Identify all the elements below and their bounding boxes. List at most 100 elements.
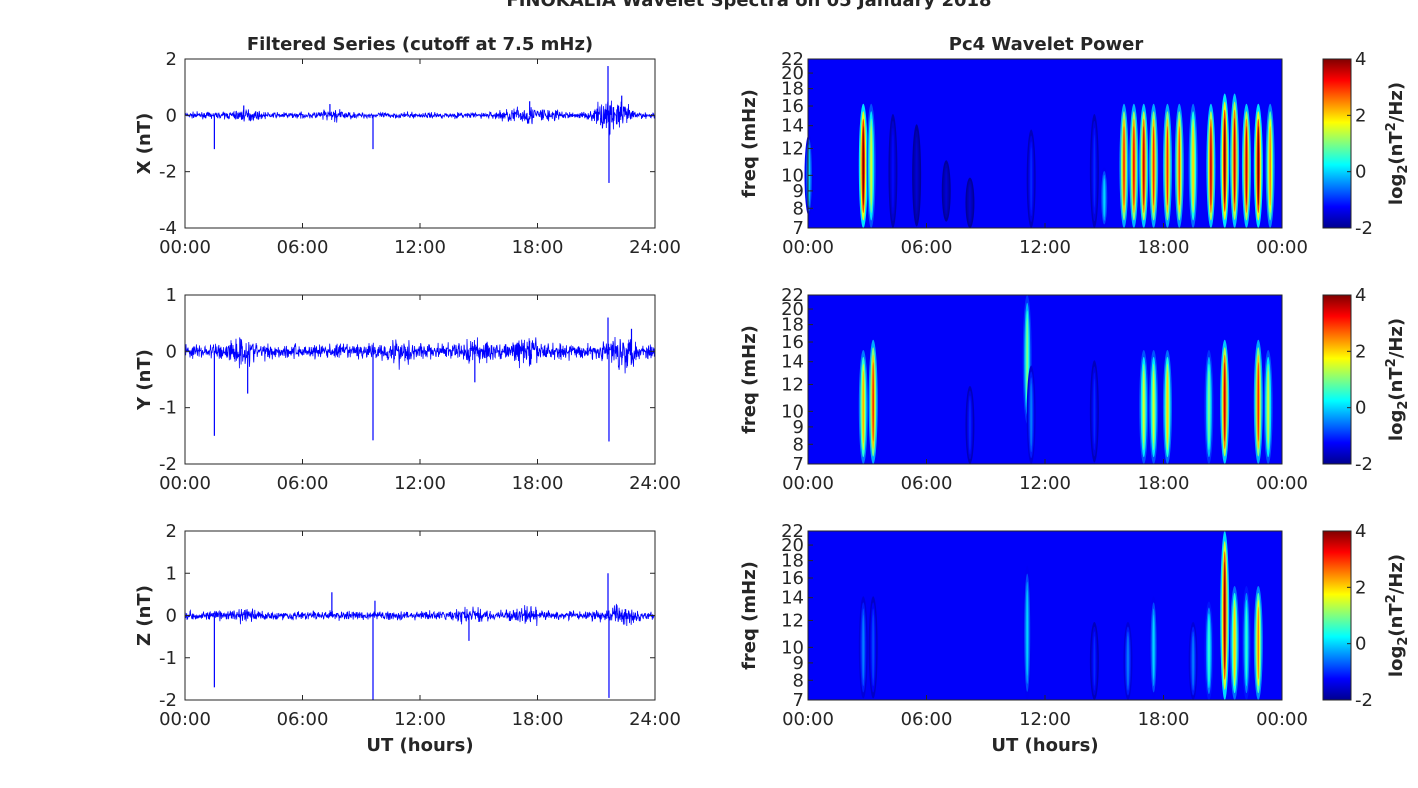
y-tick-label: 7 [793, 218, 804, 239]
power-burst [1223, 117, 1226, 204]
power-burst [892, 134, 894, 208]
x-tick-label: 12:00 [394, 473, 446, 494]
power-burst [1127, 636, 1129, 686]
y-axis-label: freq (mHz) [739, 325, 760, 434]
power-burst [1267, 370, 1269, 444]
time-series-panel: 2 1 0 -1 -200:00 06:00 12:00 18:00 24:00 Z (nT) UT… [134, 521, 681, 756]
y-tick-label: 1 [166, 285, 177, 306]
colorbar-tick-label: 4 [1355, 521, 1366, 542]
colorbar-tick-label: 2 [1355, 577, 1366, 598]
x-tick-label: 12:00 [1019, 237, 1071, 258]
x-tick-label: 24:00 [629, 237, 681, 258]
power-burst [872, 614, 874, 681]
y-tick-label: 18 [781, 79, 804, 100]
y-tick-label: 0 [166, 105, 177, 126]
x-tick-label: 12:00 [394, 709, 446, 730]
power-burst [1178, 126, 1181, 206]
y-tick-label: 7 [793, 454, 804, 475]
y-tick-label: -2 [159, 690, 177, 711]
power-burst [1123, 126, 1125, 206]
x-tick-label: 00:00 [1256, 237, 1308, 258]
power-burst [1152, 370, 1155, 444]
power-burst [1093, 134, 1096, 208]
y-tick-label: 9 [793, 417, 804, 438]
power-burst [1166, 370, 1169, 444]
power-burst [1192, 126, 1194, 206]
power-burst [870, 126, 872, 206]
y-tick-label: 0 [166, 606, 177, 627]
y-tick-label: 14 [781, 352, 804, 373]
signal-trace [184, 336, 656, 374]
y-tick-label: 8 [793, 198, 804, 219]
power-burst [915, 142, 918, 209]
x-tick-label: 00:00 [1256, 473, 1308, 494]
spectrogram-background [808, 59, 1282, 228]
y-axis-label: Y (nT) [134, 349, 155, 411]
x-axis-label: UT (hours) [366, 735, 473, 756]
x-tick-label: 12:00 [1019, 709, 1071, 730]
y-tick-label: -4 [159, 218, 177, 239]
power-burst [1233, 606, 1236, 680]
power-burst [872, 362, 874, 442]
y-tick-label: 20 [781, 63, 804, 84]
y-tick-label: 20 [781, 299, 804, 320]
y-tick-label: -1 [159, 398, 177, 419]
power-burst [862, 614, 865, 681]
x-tick-label: 06:00 [901, 237, 953, 258]
y-axis-label: X (nT) [134, 113, 155, 175]
y-tick-label: -2 [159, 162, 177, 183]
x-tick-label: 12:00 [394, 237, 446, 258]
x-tick-label: 18:00 [1138, 709, 1190, 730]
power-burst [1152, 614, 1155, 681]
colorbar-label: log2(nT2/Hz) [1384, 554, 1411, 677]
x-tick-label: 06:00 [277, 709, 329, 730]
x-tick-label: 18:00 [512, 473, 564, 494]
colorbar-gradient [1322, 294, 1352, 465]
x-tick-label: 24:00 [629, 709, 681, 730]
y-axis-label: freq (mHz) [739, 89, 760, 198]
y-tick-label: -2 [159, 454, 177, 475]
signal-trace [184, 603, 656, 627]
x-tick-label: 18:00 [1138, 473, 1190, 494]
x-tick-label: 18:00 [1138, 237, 1190, 258]
x-tick-label: 06:00 [277, 473, 329, 494]
power-burst [1142, 126, 1145, 206]
power-burst [969, 400, 971, 450]
y-axis-label: Z (nT) [134, 585, 155, 646]
power-burst [945, 171, 948, 211]
power-burst [1192, 636, 1194, 686]
power-burst [1245, 606, 1248, 680]
y-tick-label: 12 [781, 138, 804, 159]
y-tick-label: 0 [166, 341, 177, 362]
x-tick-label: 00:00 [159, 237, 211, 258]
x-tick-label: 18:00 [512, 237, 564, 258]
power-burst [1245, 126, 1248, 206]
power-burst [1257, 126, 1260, 206]
power-burst [1093, 636, 1096, 686]
power-burst [1269, 126, 1271, 206]
power-burst [969, 186, 971, 219]
y-tick-label: 16 [781, 568, 804, 589]
power-burst [1026, 318, 1029, 401]
colorbar-tick-label: 2 [1355, 105, 1366, 126]
colorbar-tick-label: -2 [1355, 690, 1373, 711]
x-tick-label: 06:00 [901, 473, 953, 494]
x-tick-label: 00:00 [782, 473, 834, 494]
power-burst [1208, 619, 1210, 683]
y-tick-label: 18 [781, 551, 804, 572]
colorbar-tick-label: 0 [1355, 162, 1366, 183]
power-burst [1030, 147, 1032, 211]
power-burst [1152, 126, 1155, 206]
y-tick-label: 22 [781, 285, 804, 306]
colorbar-tick-label: -2 [1355, 218, 1373, 239]
colorbar-label: log2(nT2/Hz) [1384, 318, 1411, 441]
power-burst [1133, 126, 1135, 206]
power-burst [1233, 117, 1236, 204]
power-burst [862, 126, 865, 206]
colorbar-tick-label: 4 [1355, 285, 1366, 306]
y-tick-label: 9 [793, 653, 804, 674]
x-tick-label: 06:00 [901, 709, 953, 730]
y-tick-label: 22 [781, 49, 804, 70]
x-tick-label: 24:00 [629, 473, 681, 494]
